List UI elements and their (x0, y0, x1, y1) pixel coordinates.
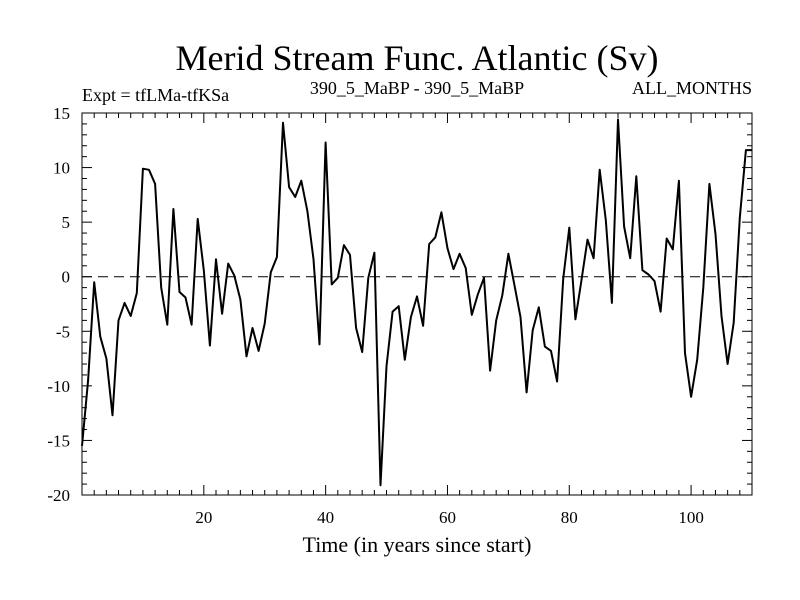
chart-title: Merid Stream Func. Atlantic (Sv) (176, 38, 659, 78)
y-tick-label: -5 (56, 322, 70, 341)
x-axis-label: Time (in years since start) (303, 532, 532, 557)
months-label: ALL_MONTHS (632, 78, 752, 98)
x-tick-label: 40 (317, 508, 334, 527)
y-tick-label: 15 (53, 104, 70, 123)
x-tick-label: 100 (678, 508, 704, 527)
y-tick-label: -20 (47, 486, 70, 505)
y-tick-label: 0 (62, 268, 71, 287)
y-tick-label: -15 (47, 431, 70, 450)
period-label: 390_5_MaBP - 390_5_MaBP (310, 78, 524, 98)
x-tick-label: 60 (439, 508, 456, 527)
x-tick-label: 80 (561, 508, 578, 527)
plot-frame (81, 112, 753, 496)
plot-area: 20 40 60 80 100 -20 -15 -10 -5 0 5 10 15 (47, 104, 753, 527)
y-tick-label: 10 (53, 159, 70, 178)
series-line (81, 118, 752, 487)
y-tick-label: 5 (62, 213, 71, 232)
y-tick-label: -10 (47, 377, 70, 396)
x-tick-label: 20 (195, 508, 212, 527)
experiment-label: Expt = tfLMa-tfKSa (82, 85, 229, 105)
